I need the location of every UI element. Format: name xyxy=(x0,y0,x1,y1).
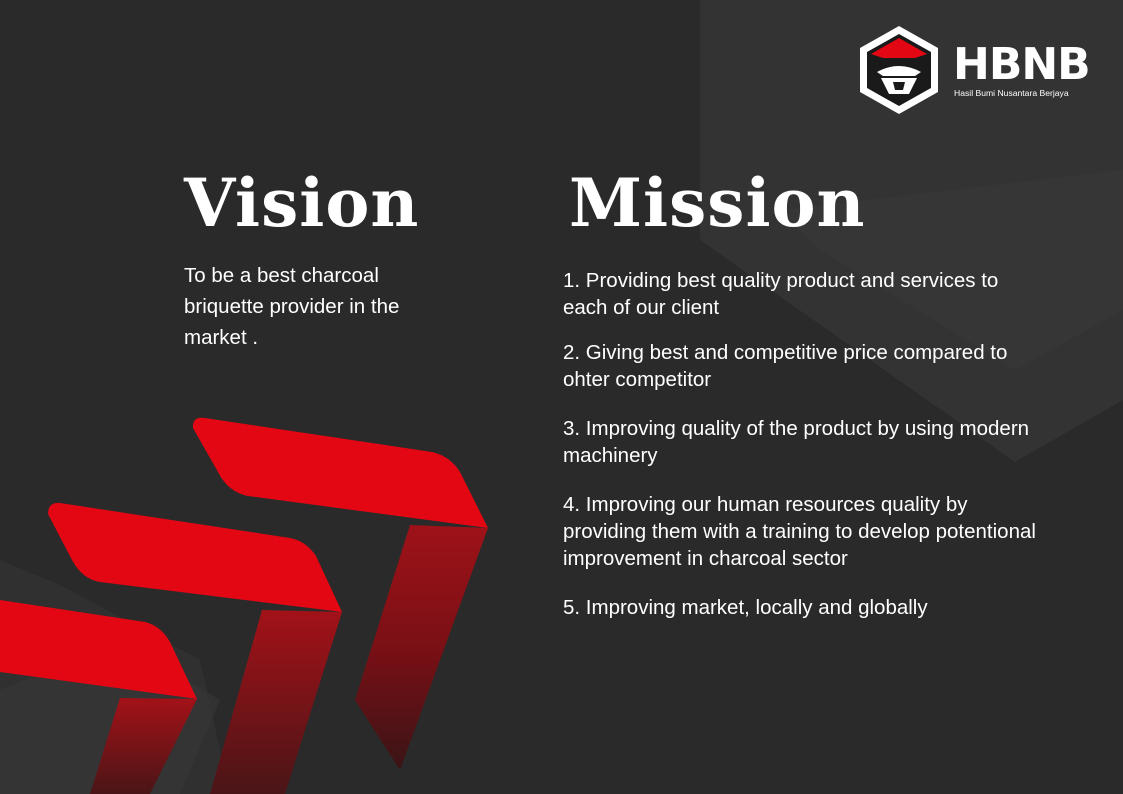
logo-tagline: Hasil Bumi Nusantara Berjaya xyxy=(954,88,1069,98)
red-chevron-leg-3 xyxy=(90,698,197,794)
red-chevron-leg-2 xyxy=(210,610,342,794)
red-chevron-leg-1 xyxy=(355,525,488,770)
vision-text: To be a best charcoal briquette provider… xyxy=(184,264,400,349)
red-chevron-bar-2 xyxy=(48,502,342,612)
mission-item-5: 5. Improving market, locally and globall… xyxy=(563,596,928,619)
mission-item-4: 4. Improving our human resources quality… xyxy=(563,493,1036,570)
hbnb-hexagon-icon xyxy=(860,26,938,114)
vision-heading: Vision xyxy=(184,164,420,242)
mission-item-1: 1. Providing best quality product and se… xyxy=(563,269,999,319)
bg-shape-inner xyxy=(780,170,1123,370)
mission-heading: Mission xyxy=(569,164,866,242)
red-chevron-bar-3 xyxy=(0,600,197,699)
logo-wordmark: HBNB xyxy=(953,39,1091,90)
mission-item-3: 3. Improving quality of the product by u… xyxy=(563,417,1030,467)
red-chevron-bar-1 xyxy=(192,417,488,528)
company-logo: HBNB Hasil Bumi Nusantara Berjaya xyxy=(857,24,1097,120)
mission-item-2: 2. Giving best and competitive price com… xyxy=(563,341,1008,391)
